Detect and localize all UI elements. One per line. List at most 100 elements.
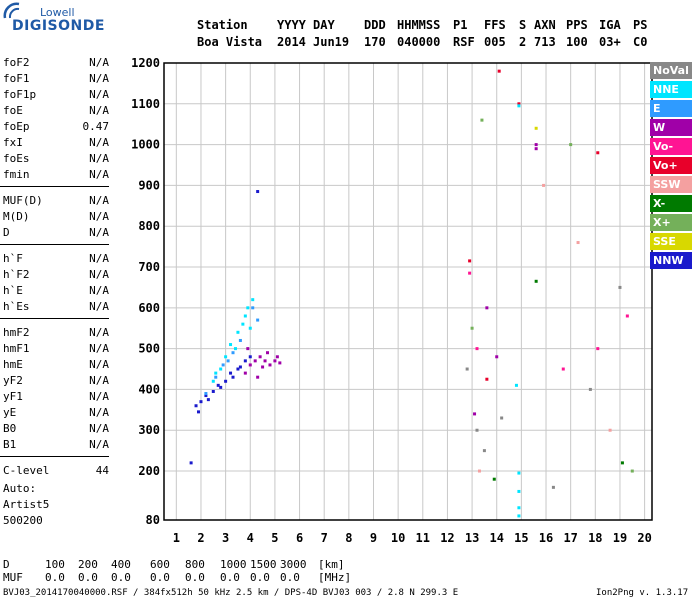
header-value-9: 100 — [566, 35, 588, 49]
data-point — [229, 343, 233, 347]
y-tick-label: 300 — [138, 423, 160, 437]
header-label-7: S — [519, 18, 527, 32]
data-point — [246, 306, 250, 310]
x-tick-label: 5 — [271, 531, 278, 545]
header-label-4: HHMMSS — [397, 18, 441, 32]
footer-version: Ion2Png v. 1.3.17 — [596, 588, 689, 598]
data-point — [482, 449, 486, 453]
parameter-panel: foF2 N/A foF1 N/A foF1p N/A foE N/A foEp 0.47 fxI N… — [0, 55, 110, 477]
data-point — [470, 326, 474, 330]
param-value: N/A — [89, 88, 109, 101]
param-name: foEs — [3, 152, 30, 165]
muf-muf-value: 0.0 — [150, 571, 170, 584]
legend-item-ssw: SSW — [650, 176, 692, 193]
param-value: 0.47 — [82, 120, 110, 133]
legend-item-w: W — [650, 119, 692, 136]
x-tick-label: 11 — [416, 531, 430, 545]
param-name: foF2 — [3, 56, 30, 69]
param-separator — [0, 186, 109, 187]
data-point — [495, 355, 499, 359]
param-name: MUF(D) — [3, 194, 43, 207]
param-name: yF2 — [3, 374, 23, 387]
param-value: N/A — [89, 390, 109, 403]
muf-d-value: 200 — [78, 558, 98, 571]
data-point — [189, 461, 193, 465]
muf-d-value: 100 — [45, 558, 65, 571]
x-tick-label: 9 — [370, 531, 377, 545]
param-row: hmF1 N/A — [3, 341, 109, 357]
param-row: MUF(D) N/A — [3, 193, 109, 209]
data-point — [197, 410, 201, 414]
param-separator — [0, 318, 109, 319]
data-point — [596, 347, 600, 351]
param-name: h`F2 — [3, 268, 30, 281]
data-point — [233, 347, 237, 351]
data-point — [211, 379, 215, 383]
param-value: N/A — [89, 168, 109, 181]
data-point — [517, 489, 521, 493]
data-point — [517, 102, 521, 106]
param-separator — [0, 456, 109, 457]
data-point — [492, 477, 496, 481]
header-value-11: C0 — [633, 35, 648, 49]
param-value: N/A — [89, 194, 109, 207]
data-point — [569, 143, 573, 147]
muf-d-value: 1000 — [220, 558, 247, 571]
param-name: foEp — [3, 120, 30, 133]
param-row: fmin N/A — [3, 167, 109, 183]
param-value: N/A — [89, 342, 109, 355]
data-point — [256, 190, 260, 194]
data-point — [468, 259, 472, 263]
data-point — [243, 371, 247, 375]
param-row: C-level 44 — [3, 463, 109, 479]
header-label-6: FFS — [484, 18, 506, 32]
param-row: hmF2 N/A — [3, 325, 109, 341]
data-point — [266, 351, 270, 355]
data-point — [219, 385, 223, 389]
data-point — [243, 314, 247, 318]
param-value: N/A — [89, 422, 109, 435]
data-point — [214, 375, 218, 379]
param-name: h`Es — [3, 300, 30, 313]
header-label-3: DDD — [364, 18, 386, 32]
param-value: N/A — [89, 210, 109, 223]
param-name: fmin — [3, 168, 30, 181]
y-tick-label: 500 — [138, 342, 160, 356]
data-point — [253, 359, 257, 363]
data-point — [248, 363, 252, 367]
data-point — [248, 326, 252, 330]
data-point — [534, 126, 538, 130]
data-point — [551, 485, 555, 489]
param-value: 44 — [95, 464, 109, 477]
y-tick-label: 1000 — [131, 138, 160, 152]
header-label-9: PPS — [566, 18, 588, 32]
data-point — [251, 306, 255, 310]
muf-muf-value: 0.0 — [220, 571, 240, 584]
param-value: N/A — [89, 268, 109, 281]
data-point — [468, 271, 472, 275]
y-tick-label: 900 — [138, 178, 160, 192]
data-point — [485, 377, 489, 381]
plot-frame — [163, 62, 653, 521]
param-row: foEp 0.47 — [3, 119, 109, 135]
param-name: h`E — [3, 284, 23, 297]
data-point — [588, 387, 592, 391]
data-point — [275, 355, 279, 359]
muf-muf-value: 0.0 — [78, 571, 98, 584]
param-separator — [0, 244, 109, 245]
param-name: h`F — [3, 252, 23, 265]
param-row: h`Es N/A — [3, 299, 109, 315]
data-point — [231, 375, 235, 379]
data-point — [256, 375, 260, 379]
param-value: N/A — [89, 226, 109, 239]
legend-item-vo-: Vo- — [650, 138, 692, 155]
param-row: h`F2 N/A — [3, 267, 109, 283]
x-tick-label: 8 — [345, 531, 352, 545]
digisonde-logo-arc-icon — [3, 2, 20, 19]
data-point — [517, 104, 521, 108]
auto-version: 500200 — [3, 514, 43, 527]
data-point — [514, 383, 518, 387]
data-point — [263, 359, 267, 363]
x-tick-label: 13 — [465, 531, 479, 545]
param-value: N/A — [89, 438, 109, 451]
